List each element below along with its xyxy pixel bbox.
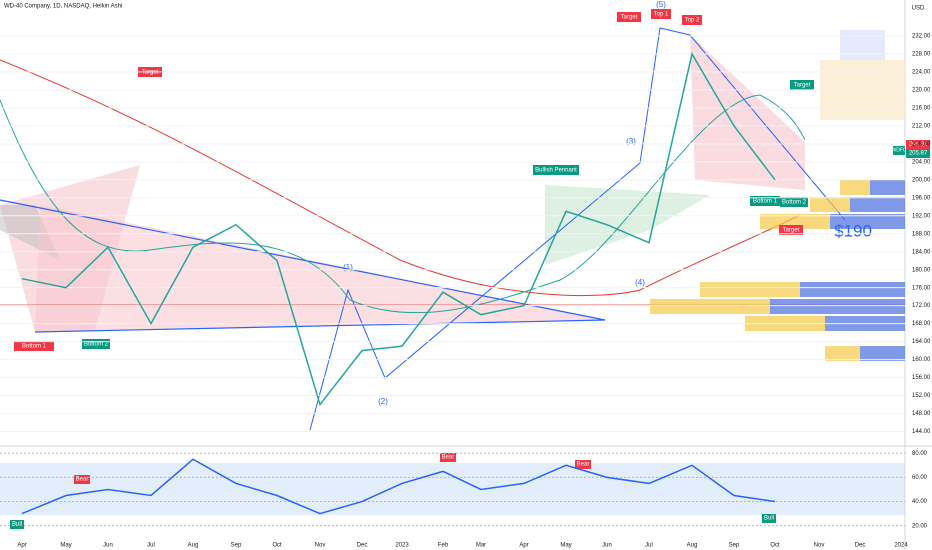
triangle	[35, 205, 605, 332]
wave-line	[309, 27, 846, 431]
y-tick-label: 152.00	[912, 393, 931, 399]
moving-average	[0, 94, 806, 314]
rsi-label: Bear	[76, 477, 89, 483]
x-tick-label: Feb	[438, 543, 449, 549]
target-label: Target	[783, 228, 800, 234]
y-tick-label: 172.00	[912, 303, 931, 309]
y-tick-label: 192.00	[912, 213, 931, 219]
x-tick-label: Jun	[103, 543, 113, 549]
rsi-band	[0, 463, 905, 515]
rsi-tick-label: 40.00	[912, 499, 928, 505]
ticker-badge	[893, 146, 905, 155]
top-label: Top 1	[654, 12, 669, 18]
currency: USD	[912, 6, 925, 12]
rsi-label: Bear	[577, 462, 590, 468]
y-tick-label: 232.00	[912, 34, 931, 40]
wave-label: (4)	[635, 278, 645, 287]
trendline	[34, 319, 606, 333]
bottom-label: Bottom 2	[84, 342, 109, 348]
price-badge	[906, 149, 930, 158]
y-tick-label: 224.00	[912, 69, 931, 75]
chart-title: WD-40 Company, 1D, NASDAQ, Heikin Ashi	[4, 4, 122, 10]
x-tick-label: Jun	[602, 543, 612, 549]
last-price: 205.87	[909, 151, 928, 157]
x-tick-label: Jul	[645, 543, 653, 549]
y-tick-label: 144.00	[912, 429, 931, 435]
y-tick-label: 160.00	[912, 357, 931, 363]
x-tick-label: 2024	[894, 543, 908, 549]
rsi-label: Bull	[12, 522, 22, 528]
wave-label: (3)	[626, 137, 636, 146]
x-tick-label: Sep	[729, 543, 740, 549]
x-tick-label: Aug	[188, 543, 199, 549]
rsi-tick-label: 60.00	[912, 475, 928, 481]
bottom-label: Bottom 2	[782, 200, 807, 206]
y-tick-label: 168.00	[912, 321, 931, 327]
y-tick-label: 180.00	[912, 267, 931, 273]
wave-label: (1)	[343, 263, 353, 272]
last-price: 206.92	[909, 142, 928, 148]
price-target: $190	[834, 221, 872, 240]
x-tick-label: Oct	[272, 543, 282, 549]
x-tick-label: Jul	[147, 543, 155, 549]
x-tick-label: May	[560, 543, 571, 549]
x-tick-label: Nov	[814, 543, 825, 549]
y-tick-label: 216.00	[912, 105, 931, 111]
y-tick-label: 212.00	[912, 123, 931, 129]
rsi-tick-label: 20.00	[912, 523, 928, 529]
price-badge	[906, 140, 930, 149]
x-tick-label: Apr	[519, 543, 528, 549]
y-tick-label: 164.00	[912, 339, 931, 345]
ticker: WDFC	[892, 147, 907, 153]
top-label: Top 2	[685, 18, 700, 24]
x-tick-label: Mar	[476, 543, 486, 549]
y-tick-label: 220.00	[912, 87, 931, 93]
annotations: Target Target Target Target Top 1 Top 2 …	[10, 0, 872, 529]
wave-label: (2)	[378, 397, 388, 406]
y-tick-label: 156.00	[912, 375, 931, 381]
pennant-label: Bullish Pennant	[535, 168, 577, 174]
x-tick-label: Oct	[770, 543, 780, 549]
moving-average	[0, 59, 801, 297]
y-tick-label: 228.00	[912, 52, 931, 58]
y-tick-label: 184.00	[912, 249, 931, 255]
y-tick-label: 208.00	[912, 141, 931, 147]
y-tick-label: 176.00	[912, 285, 931, 291]
x-tick-label: Aug	[687, 543, 698, 549]
wave-label: (5)	[656, 0, 666, 9]
rsi-line	[21, 458, 776, 515]
price-line	[21, 51, 776, 407]
x-tick-label: Dec	[855, 543, 866, 549]
x-tick-label: Nov	[315, 543, 326, 549]
x-tick-label: Apr	[17, 543, 26, 549]
pennant	[545, 185, 710, 265]
bottom-label: Bottom 1	[22, 344, 47, 350]
trendline	[0, 199, 606, 321]
x-tick-label: 2023	[395, 543, 409, 549]
y-tick-label: 200.00	[912, 177, 931, 183]
target-label: Target	[621, 15, 638, 21]
rsi-label: Bull	[764, 516, 774, 522]
target-label: Target	[794, 83, 811, 89]
x-tick-label: Dec	[357, 543, 368, 549]
target-label: Target	[142, 70, 159, 76]
top-pattern	[690, 35, 805, 190]
y-tick-label: 148.00	[912, 411, 931, 417]
volume-profile	[650, 30, 905, 361]
x-tick-label: Sep	[231, 543, 242, 549]
rsi-tick-label: 80.00	[912, 451, 928, 457]
bottom-label: Bottom 1	[753, 199, 778, 205]
y-tick-label: 196.00	[912, 195, 931, 201]
rsi-label: Bear	[442, 455, 455, 461]
y-tick-label: 204.00	[912, 159, 931, 165]
y-tick-label: 188.00	[912, 231, 931, 237]
x-tick-label: May	[60, 543, 71, 549]
